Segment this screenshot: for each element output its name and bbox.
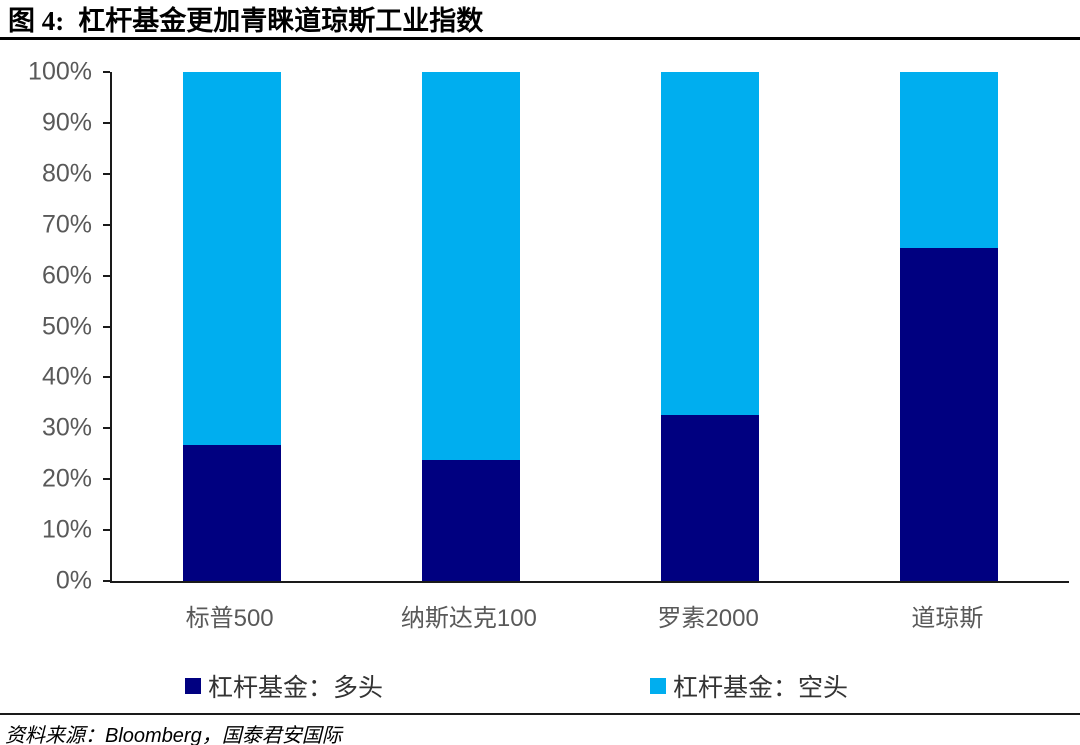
y-tick xyxy=(103,376,110,379)
y-tick xyxy=(103,325,110,328)
plot-area xyxy=(103,71,1069,583)
y-tick xyxy=(103,223,110,226)
x-category-label: 道琼斯 xyxy=(911,605,984,632)
bar-segment-long xyxy=(900,248,999,581)
y-tick-label: 20% xyxy=(41,464,92,493)
legend-item-long: 杠杆基金：多头 xyxy=(185,668,383,704)
y-tick xyxy=(103,172,110,175)
y-tick-label: 60% xyxy=(41,261,92,290)
y-tick-label: 80% xyxy=(41,159,92,188)
bar-segment-short xyxy=(182,72,281,446)
y-tick xyxy=(103,71,110,73)
bar-segment-short xyxy=(421,72,520,460)
bar-罗素2000 xyxy=(661,72,760,581)
bar-segment-long xyxy=(661,415,760,581)
y-tick-label: 70% xyxy=(41,210,92,239)
y-tick xyxy=(103,478,110,481)
y-tick xyxy=(103,274,110,277)
bar-纳斯达克100 xyxy=(421,72,520,581)
y-tick xyxy=(103,121,110,124)
x-category-label: 纳斯达克100 xyxy=(400,605,537,632)
figure-label: 图 4: xyxy=(8,6,65,36)
legend-label-long: 杠杆基金：多头 xyxy=(208,674,384,702)
legend-swatch xyxy=(185,678,201,694)
x-category-label: 标普500 xyxy=(185,605,274,632)
legend: 杠杆基金：多头 杠杆基金：空头 xyxy=(0,662,1080,704)
y-tick-label: 50% xyxy=(41,312,92,340)
footer-divider xyxy=(0,713,1080,715)
y-axis-labels: 0% 10% 20% 30% 40% 50% 60% 70% 80% 90% 100% xyxy=(0,59,92,593)
x-category-label: 罗素2000 xyxy=(657,605,759,632)
bar-segment-short xyxy=(900,72,999,249)
bar-segment-long xyxy=(421,459,520,581)
bar-segment-long xyxy=(182,445,281,581)
bar-道琼斯 xyxy=(900,72,999,581)
legend-item-short: 杠杆基金：空头 xyxy=(650,668,848,704)
y-tick xyxy=(103,529,110,532)
bar-segment-short xyxy=(661,72,760,416)
source-note: 资料来源：Bloomberg，国泰君安国际 xyxy=(5,725,342,745)
y-tick-label: 10% xyxy=(41,515,92,544)
legend-label-short: 杠杆基金：空头 xyxy=(673,674,849,702)
y-tick-label: 30% xyxy=(41,413,92,442)
figure-title: 杠杆基金更加青睐道琼斯工业指数 xyxy=(78,6,484,36)
y-tick xyxy=(103,427,110,430)
legend-swatch xyxy=(650,678,666,694)
x-axis-labels: 标普500 纳斯达克100 罗素2000 道琼斯 xyxy=(110,598,1067,632)
bar-标普500 xyxy=(182,72,281,581)
y-tick-label: 0% xyxy=(55,566,92,595)
y-tick-label: 90% xyxy=(41,108,92,137)
y-tick-label: 40% xyxy=(41,362,92,391)
y-tick-label: 100% xyxy=(28,57,92,86)
figure-header: 图 4: 杠杆基金更加青睐道琼斯工业指数 xyxy=(0,0,1080,40)
y-tick xyxy=(103,580,110,582)
